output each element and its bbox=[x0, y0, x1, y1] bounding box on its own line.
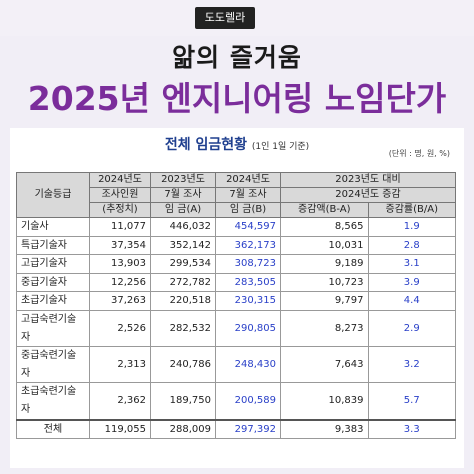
grade-cell: 기술사 bbox=[16, 217, 90, 237]
survey-count-cell: 2,362 bbox=[89, 382, 151, 421]
headline-line2: 2025년 엔지니어링 노임단가 bbox=[27, 79, 447, 118]
survey-count-cell: 13,903 bbox=[89, 254, 151, 274]
diff-cell: 10,031 bbox=[280, 235, 369, 256]
wage-table: 기술등급 2024년도 2023년도 2024년도 2023년도 대비 조사인원… bbox=[16, 172, 456, 440]
wage-2023-cell: 282,532 bbox=[150, 309, 216, 348]
wage-2023-cell: 272,782 bbox=[150, 272, 216, 293]
wage-2024-cell: 454,597 bbox=[215, 217, 281, 237]
wage-2024-cell: 200,589 bbox=[215, 382, 281, 421]
grade-cell: 고급기술자 bbox=[16, 254, 90, 274]
header-grade: 기술등급 bbox=[16, 172, 90, 218]
wage-table-card: 전체 임금현황 (1인 1일 기준) (단위 : 명, 원, %) 기술등급 2… bbox=[10, 128, 464, 468]
wage-2023-cell: 240,786 bbox=[150, 346, 216, 384]
table-row: 초급숙련기술자 2,362 189,750 200,589 10,839 5.7 bbox=[16, 382, 456, 421]
rate-cell: 1.9 bbox=[367, 217, 456, 237]
table-title: 전체 임금현황 (1인 1일 기준) bbox=[10, 134, 464, 154]
grade-cell: 초급숙련기술자 bbox=[16, 382, 90, 421]
header-diff: 증감액(B-A) bbox=[280, 202, 369, 218]
rate-cell: 3.2 bbox=[367, 346, 456, 384]
diff-cell: 9,383 bbox=[280, 418, 369, 440]
table-title-text: 전체 임금현황 bbox=[164, 137, 247, 153]
wage-2024-cell: 290,805 bbox=[215, 309, 281, 348]
survey-count-cell: 2,526 bbox=[89, 309, 151, 348]
diff-cell: 9,797 bbox=[280, 291, 369, 311]
rate-cell: 4.4 bbox=[367, 291, 456, 311]
grade-cell: 특급기술자 bbox=[16, 235, 90, 256]
table-row: 중급기술자 12,256 272,782 283,505 10,723 3.9 bbox=[16, 272, 456, 293]
rate-cell: 3.1 bbox=[367, 254, 456, 274]
wage-2023-cell: 299,534 bbox=[150, 254, 216, 274]
rate-cell: 3.3 bbox=[367, 418, 456, 440]
wage-2023-cell: 352,142 bbox=[150, 235, 216, 256]
header-survey-1: 2024년도 bbox=[89, 172, 151, 188]
wage-2023-cell: 220,518 bbox=[150, 291, 216, 311]
header-2024-1: 2024년도 bbox=[215, 172, 281, 188]
brand-badge: 도도렐라 bbox=[195, 7, 255, 29]
wage-2024-cell: 308,723 bbox=[215, 254, 281, 274]
table-row: 초급기술자 37,263 220,518 230,315 9,797 4.4 bbox=[16, 291, 456, 311]
grade-cell: 전체 bbox=[16, 418, 90, 440]
table-row: 기술사 11,077 446,032 454,597 8,565 1.9 bbox=[16, 217, 456, 237]
table-row: 중급숙련기술자 2,313 240,786 248,430 7,643 3.2 bbox=[16, 346, 456, 384]
wage-2023-cell: 189,750 bbox=[150, 382, 216, 421]
header-survey-2: 조사인원 bbox=[89, 187, 151, 203]
table-body: 기술사 11,077 446,032 454,597 8,565 1.9 특급기술자 37,3… bbox=[16, 217, 456, 440]
survey-count-cell: 37,354 bbox=[89, 235, 151, 256]
survey-count-cell: 119,055 bbox=[89, 418, 151, 440]
survey-count-cell: 2,313 bbox=[89, 346, 151, 384]
diff-cell: 9,189 bbox=[280, 254, 369, 274]
rate-cell: 2.9 bbox=[367, 309, 456, 348]
table-unit: (단위 : 명, 원, %) bbox=[388, 149, 450, 158]
wage-2024-cell: 362,173 bbox=[215, 235, 281, 256]
grade-cell: 중급기술자 bbox=[16, 272, 90, 293]
wage-2024-cell: 248,430 bbox=[215, 346, 281, 384]
diff-cell: 8,565 bbox=[280, 217, 369, 237]
wage-2024-cell: 230,315 bbox=[215, 291, 281, 311]
table-row: 고급숙련기술자 2,526 282,532 290,805 8,273 2.9 bbox=[16, 309, 456, 348]
table-total-row: 전체 119,055 288,009 297,392 9,383 3.3 bbox=[16, 418, 456, 440]
diff-cell: 10,839 bbox=[280, 382, 369, 421]
grade-cell: 초급기술자 bbox=[16, 291, 90, 311]
diff-cell: 8,273 bbox=[280, 309, 369, 348]
table-title-note: (1인 1일 기준) bbox=[251, 142, 310, 152]
diff-cell: 10,723 bbox=[280, 272, 369, 293]
header-compare-2: 2024년도 증감 bbox=[280, 187, 456, 203]
wage-2023-cell: 446,032 bbox=[150, 217, 216, 237]
wage-2024-cell: 283,505 bbox=[215, 272, 281, 293]
header-2024-2: 7월 조사 bbox=[215, 187, 281, 203]
survey-count-cell: 11,077 bbox=[89, 217, 151, 237]
header-survey-3: (추정치) bbox=[89, 202, 151, 218]
wage-2024-cell: 297,392 bbox=[215, 418, 281, 440]
grade-cell: 고급숙련기술자 bbox=[16, 309, 90, 348]
rate-cell: 5.7 bbox=[367, 382, 456, 421]
survey-count-cell: 12,256 bbox=[89, 272, 151, 293]
headline-line1: 앎의 즐거움 bbox=[172, 43, 302, 72]
survey-count-cell: 37,263 bbox=[89, 291, 151, 311]
diff-cell: 7,643 bbox=[280, 346, 369, 384]
header-2023-2: 7월 조사 bbox=[150, 187, 216, 203]
header-compare-1: 2023년도 대비 bbox=[280, 172, 456, 188]
table-row: 특급기술자 37,354 352,142 362,173 10,031 2.8 bbox=[16, 235, 456, 256]
table-row: 고급기술자 13,903 299,534 308,723 9,189 3.1 bbox=[16, 254, 456, 274]
header-2024-3: 임 금(B) bbox=[215, 202, 281, 218]
header-2023-1: 2023년도 bbox=[150, 172, 216, 188]
rate-cell: 2.8 bbox=[367, 235, 456, 256]
header-rate: 증감률(B/A) bbox=[367, 202, 456, 218]
grade-cell: 중급숙련기술자 bbox=[16, 346, 90, 384]
wage-2023-cell: 288,009 bbox=[150, 418, 216, 440]
header-2023-3: 임 금(A) bbox=[150, 202, 216, 218]
rate-cell: 3.9 bbox=[367, 272, 456, 293]
